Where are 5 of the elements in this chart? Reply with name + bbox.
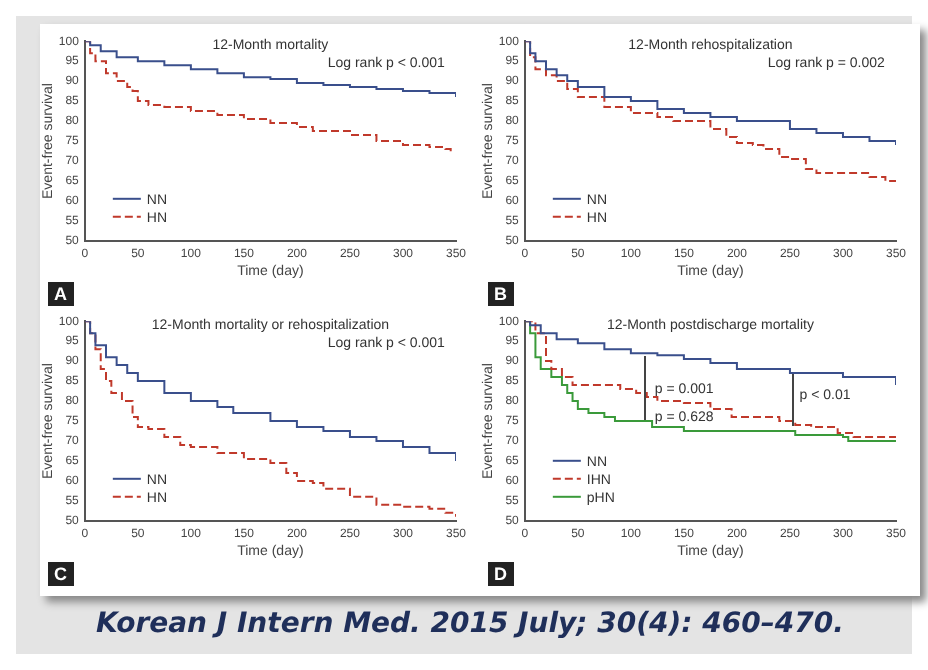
text: B [488,282,513,306]
text: Korean J Intern Med. 2015 July; 30(4): 460–470. [96,608,844,640]
text: D [488,562,513,586]
text: C [48,562,73,586]
text: A [48,282,73,306]
